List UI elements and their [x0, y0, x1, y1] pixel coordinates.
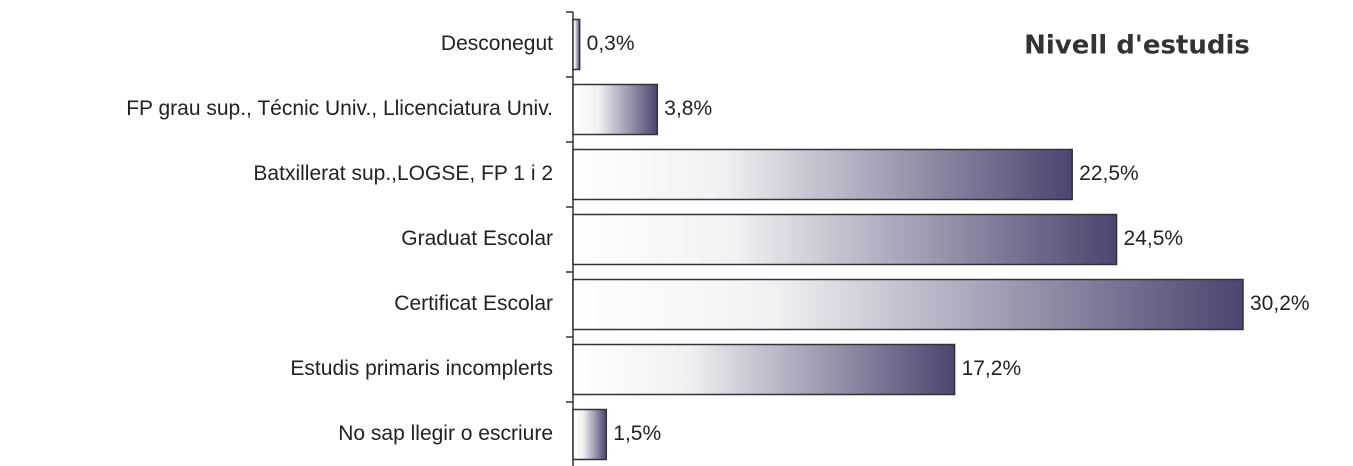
y-tick-label: FP grau sup., Técnic Univ., Llicenciatur… — [126, 97, 553, 120]
bar — [572, 83, 659, 136]
y-tick-label: Certificat Escolar — [394, 292, 553, 315]
bar — [572, 18, 581, 71]
value-label: 22,5% — [1079, 162, 1139, 185]
bar — [572, 343, 956, 396]
y-tick-label: Desconegut — [441, 32, 553, 55]
value-label: 0,3% — [587, 32, 635, 55]
y-tick-label: No sap llegir o escriure — [338, 422, 553, 445]
bar — [572, 278, 1244, 331]
value-label: 3,8% — [664, 97, 712, 120]
value-label: 24,5% — [1124, 227, 1184, 250]
y-tick-label: Estudis primaris incomplerts — [290, 357, 553, 380]
y-tick-label: Batxillerat sup.,LOGSE, FP 1 i 2 — [253, 162, 553, 185]
y-tick-label: Graduat Escolar — [401, 227, 553, 250]
chart-title: Nivell d'estudis — [1024, 31, 1250, 61]
value-label: 1,5% — [613, 422, 661, 445]
bar — [572, 148, 1073, 201]
value-label: 30,2% — [1250, 292, 1310, 315]
value-label: 17,2% — [962, 357, 1022, 380]
bar — [572, 408, 608, 461]
bar — [572, 213, 1118, 266]
